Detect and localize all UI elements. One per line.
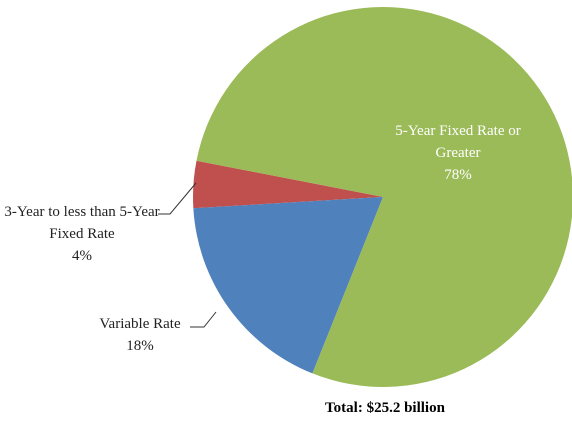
value-label: 18% [126,338,154,354]
pie-slice [193,197,383,374]
leader-line [190,311,217,328]
slice-label: Variable Rate 18% [70,313,210,357]
slice-label: 5-Year Fixed Rate or Greater 78% [378,120,538,186]
value-label: 78% [444,167,472,183]
category-label: 5-Year Fixed Rate or Greater [395,123,521,161]
annotation: Total: $25.2 billion [325,400,445,416]
slice-label: 3-Year to less than 5-Year Fixed Rate 4% [4,201,160,267]
pie-slice [196,7,572,387]
leader-line [158,182,197,215]
pie-slice [193,160,383,209]
value-label: 4% [72,248,92,264]
category-label: 3-Year to less than 5-Year Fixed Rate [4,204,160,242]
category-label: Variable Rate [99,316,181,332]
